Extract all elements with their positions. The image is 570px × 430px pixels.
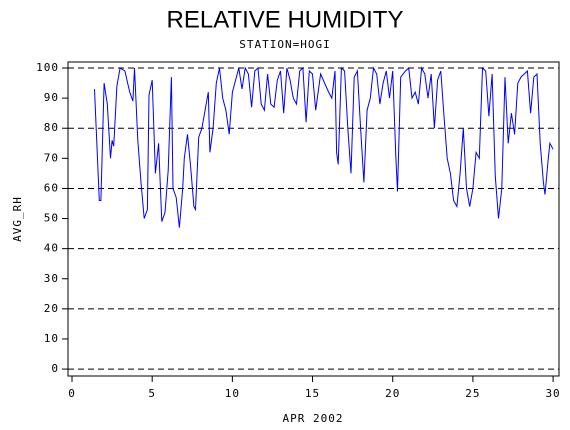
y-tick-label: 10: [44, 332, 59, 345]
chart-title: RELATIVE HUMIDITY: [167, 6, 404, 33]
y-tick-label: 90: [44, 91, 59, 104]
x-axis-label: APR 2002: [283, 412, 344, 425]
y-tick-label: 30: [44, 272, 59, 285]
y-tick-label: 100: [36, 61, 59, 74]
x-tick-label: 0: [68, 387, 76, 400]
y-tick-label: 60: [44, 181, 59, 194]
x-tick-label: 5: [148, 387, 156, 400]
y-tick-label: 20: [44, 302, 59, 315]
y-axis-label: AVG_RH: [11, 196, 24, 242]
x-tick-label: 30: [545, 387, 560, 400]
x-tick-label: 15: [305, 387, 320, 400]
y-tick-label: 0: [51, 362, 59, 375]
x-tick-label: 20: [385, 387, 400, 400]
y-tick-label: 80: [44, 121, 59, 134]
chart-subtitle: STATION=HOGI: [239, 38, 330, 51]
plot-frame: [67, 61, 560, 377]
data-line: [94, 66, 554, 228]
y-tick-label: 70: [44, 151, 59, 164]
x-tick-label: 25: [465, 387, 480, 400]
y-tick-label: 50: [44, 212, 59, 225]
y-tick-label: 40: [44, 242, 59, 255]
x-tick-label: 10: [225, 387, 240, 400]
